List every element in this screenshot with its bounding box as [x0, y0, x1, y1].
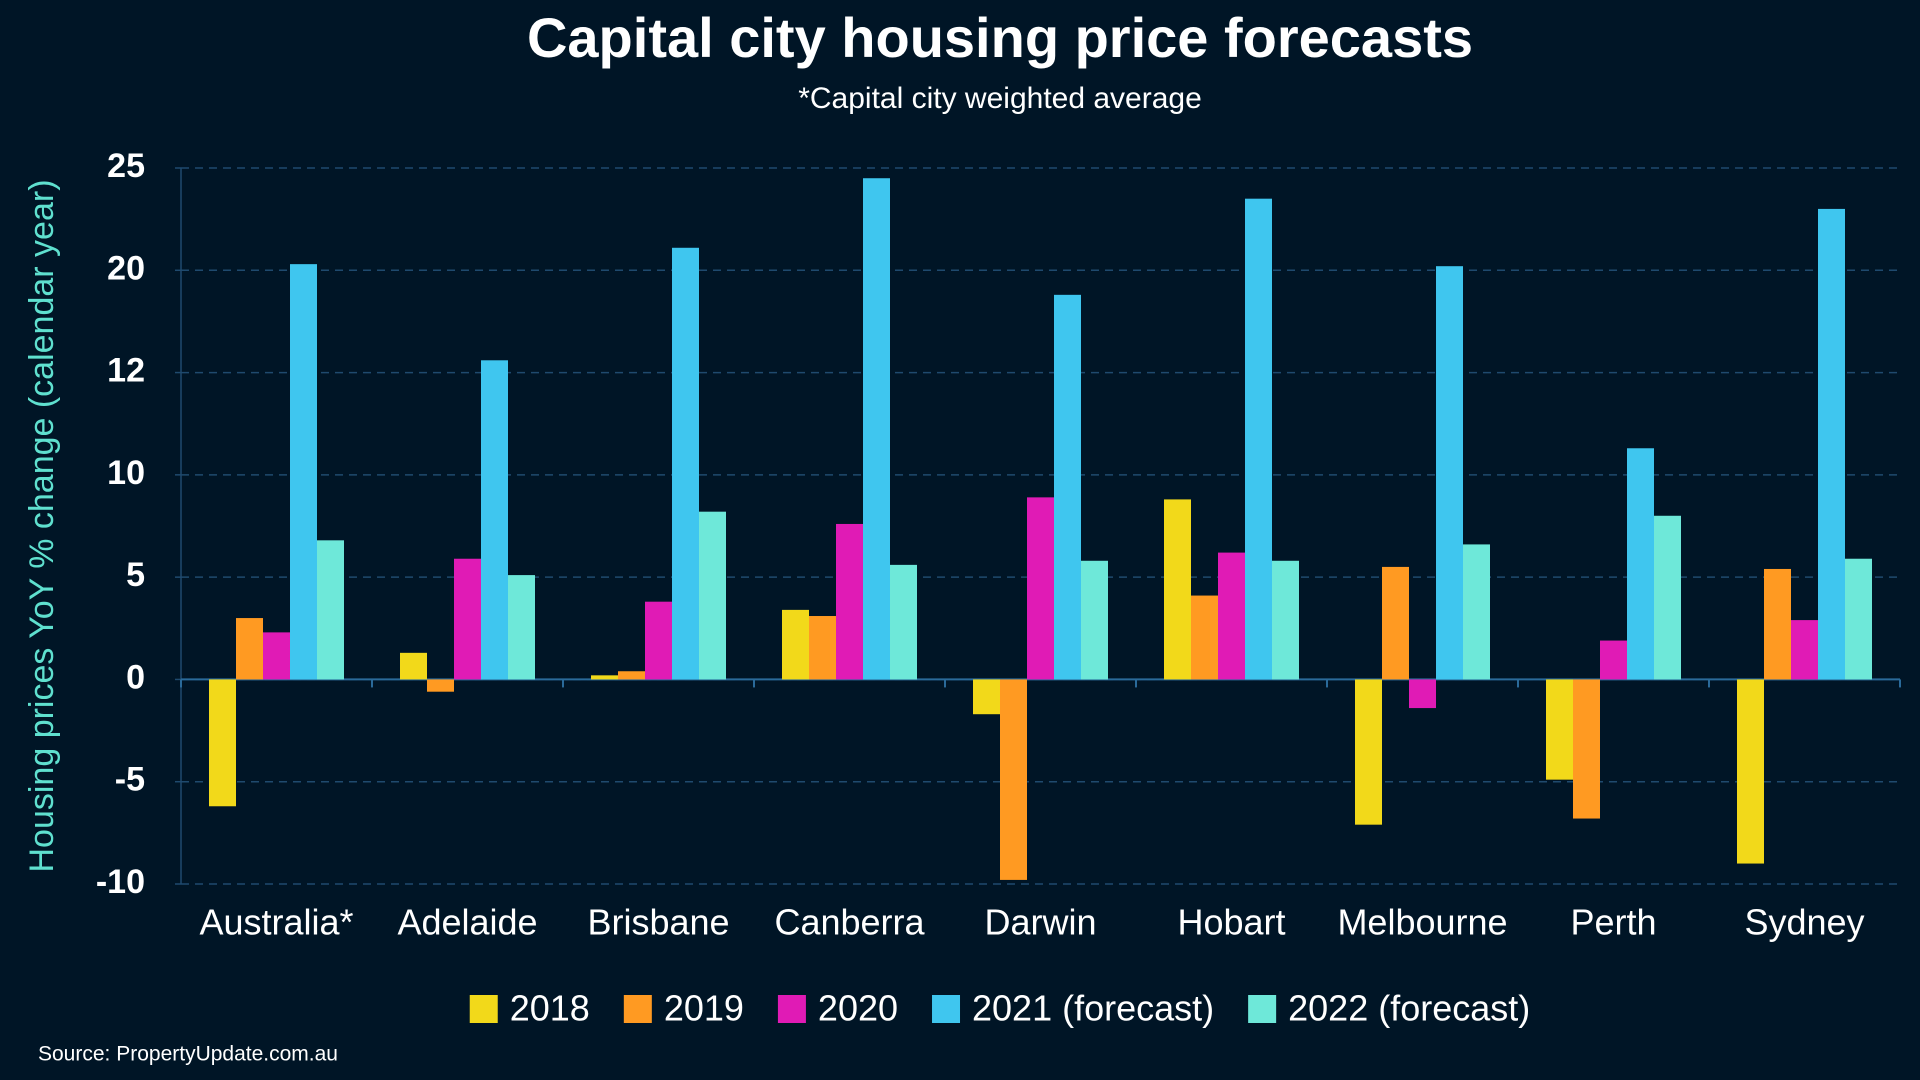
bar — [973, 679, 1000, 715]
chart-subtitle: *Capital city weighted average — [798, 82, 1202, 115]
bar — [400, 652, 427, 680]
legend-swatch — [469, 995, 498, 1023]
legend-swatch — [777, 995, 806, 1023]
x-tick-label: Perth — [1570, 902, 1656, 943]
x-tick-label: Canberra — [774, 902, 925, 943]
bar — [1218, 552, 1245, 680]
bar — [1463, 544, 1490, 680]
legend-label: 2020 — [818, 988, 898, 1029]
bar — [1027, 497, 1054, 680]
bar — [618, 671, 645, 680]
bar — [1764, 568, 1791, 680]
y-axis-label: Housing prices YoY % change (calendar ye… — [23, 179, 61, 872]
bar — [481, 360, 508, 680]
bar — [1436, 266, 1463, 680]
bar — [1191, 595, 1218, 680]
x-tick-label: Melbourne — [1337, 902, 1507, 943]
bar — [1245, 198, 1272, 680]
bar — [863, 178, 890, 680]
bar — [263, 632, 290, 680]
bar — [1627, 448, 1654, 680]
bar — [1054, 294, 1081, 680]
y-tick-label: 5 — [126, 556, 145, 594]
legend-swatch — [932, 995, 961, 1023]
legend-swatch — [623, 995, 652, 1023]
bar — [454, 558, 481, 680]
legend-label: 2022 (forecast) — [1288, 988, 1530, 1029]
x-tick-label: Adelaide — [397, 902, 537, 943]
x-tick-label: Hobart — [1177, 902, 1285, 943]
legend-label: 2018 — [510, 988, 590, 1029]
bar — [1600, 640, 1627, 680]
bar — [782, 609, 809, 680]
bar — [1791, 620, 1818, 680]
bar — [209, 679, 236, 807]
bar — [809, 616, 836, 680]
bar — [1845, 558, 1872, 680]
bar — [1546, 679, 1573, 780]
bar — [1409, 679, 1436, 709]
bar — [317, 540, 344, 680]
bar — [1382, 566, 1409, 680]
x-tick-label: Brisbane — [587, 902, 729, 943]
y-tick-label: -5 — [115, 761, 145, 799]
bar — [645, 601, 672, 680]
y-tick-label: 10 — [107, 454, 145, 492]
bar — [591, 675, 618, 680]
source: Source: PropertyUpdate.com.au — [38, 1043, 338, 1066]
bar — [1000, 679, 1027, 880]
bar — [236, 618, 263, 680]
bar — [672, 247, 699, 680]
y-tick-label: -10 — [96, 863, 145, 901]
bar — [836, 523, 863, 680]
bar — [1818, 208, 1845, 680]
legend-label: 2021 (forecast) — [972, 988, 1214, 1029]
y-tick-label: 25 — [107, 147, 145, 185]
legend-label: 2019 — [664, 988, 744, 1029]
bar — [290, 264, 317, 680]
bar — [1355, 679, 1382, 825]
bar — [508, 575, 535, 680]
legend-swatch — [1248, 995, 1277, 1023]
x-tick-label: Darwin — [984, 902, 1096, 943]
bar — [1737, 679, 1764, 864]
bar — [1164, 499, 1191, 680]
chart-title: Capital city housing price forecasts — [527, 6, 1473, 69]
bar — [427, 679, 454, 692]
bar — [1573, 679, 1600, 819]
y-tick-label: 0 — [126, 658, 145, 696]
bar — [890, 564, 917, 680]
bar — [1654, 515, 1681, 680]
bar — [1081, 560, 1108, 680]
y-tick-label: 12 — [107, 352, 145, 390]
bar — [1272, 560, 1299, 680]
x-tick-label: Australia* — [199, 902, 353, 943]
bar — [699, 511, 726, 680]
x-tick-label: Sydney — [1744, 902, 1864, 943]
y-tick-label: 20 — [107, 249, 145, 287]
